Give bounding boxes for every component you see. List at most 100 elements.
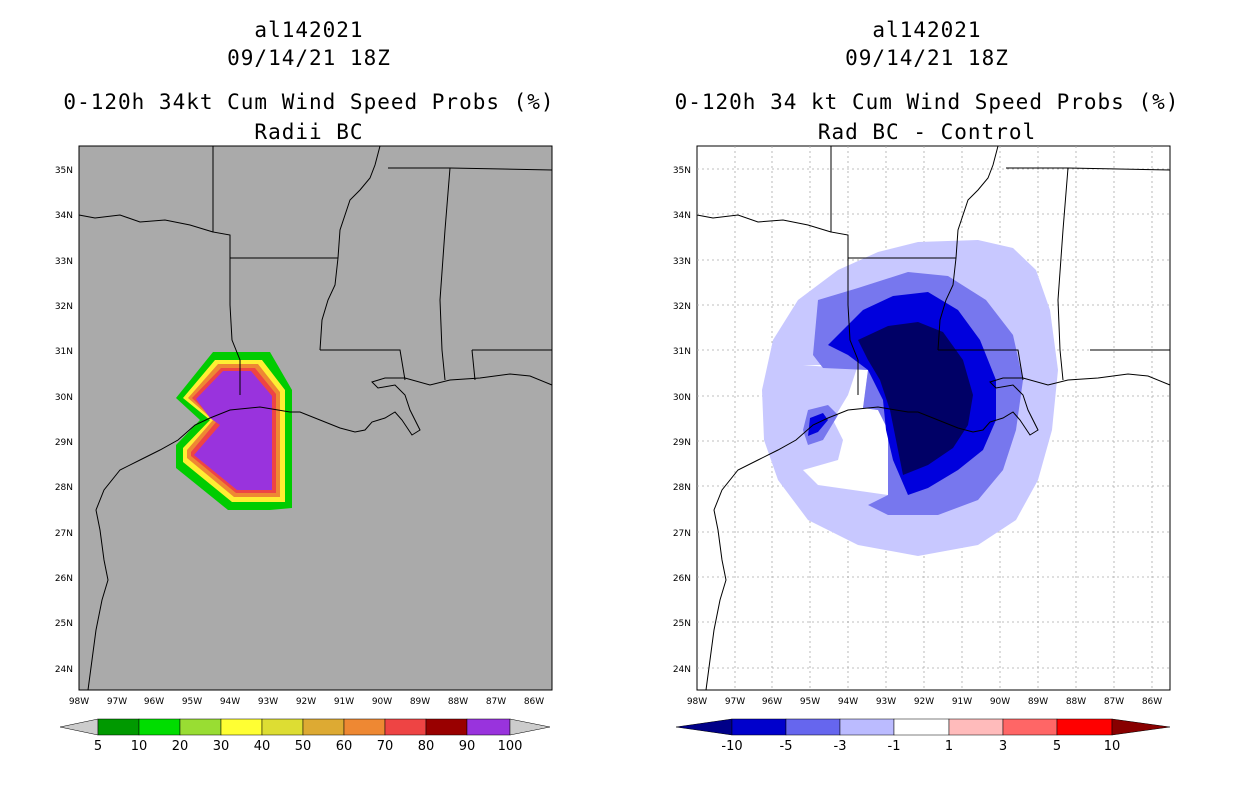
lat-label: 24N [55,665,73,675]
left-map: 35N 34N 33N 32N 31N 30N 29N 28N 27N 26N … [55,145,553,754]
colorbar [675,718,1171,736]
colorbar-end-right [1111,718,1171,736]
diff-minus10 [858,322,973,475]
lon-label: 96W [762,697,782,707]
lon-label: 97W [725,697,745,707]
lat-label: 34N [55,211,73,221]
colorbar-swatch [220,718,263,736]
colorbar-swatch [948,718,1004,736]
colorbar-swatch [785,718,841,736]
lat-label: 35N [55,166,73,176]
lon-label: 91W [334,697,354,707]
coastline [87,373,553,691]
colorbar [59,718,551,736]
map-subtitle: Rad BC - Control [817,120,1037,144]
colorbar-end-right [509,718,551,736]
colorbar-label: -5 [780,739,793,754]
colorbar-swatch [384,718,427,736]
lon-label: 98W [69,697,89,707]
mobile-bay [471,349,476,381]
state-border-tx-la [212,146,241,395]
colorbar-swatch [97,718,140,736]
lat-label: 30N [55,393,73,403]
lat-label: 30N [673,393,691,403]
lat-label: 31N [55,347,73,357]
lon-label: 87W [1104,697,1124,707]
state-border-tx-la [830,146,859,395]
colorbar-swatch [1002,718,1058,736]
lat-label: 29N [55,438,73,448]
colorbar-label: 40 [254,739,271,754]
lon-ticks: 98W 97W 96W 95W 94W 93W 92W 91W 90W 89W … [69,697,544,707]
lon-label: 93W [258,697,278,707]
lat-label: 26N [55,574,73,584]
lon-label: 93W [876,697,896,707]
lon-label: 95W [800,697,820,707]
storm-id: al142021 [872,18,982,42]
datetime: 09/14/21 18Z [227,46,391,70]
colorbar-label: 10 [1104,739,1121,754]
lon-label: 88W [448,697,468,707]
state-border-al-ga [1067,167,1171,171]
lat-label: 28N [55,483,73,493]
storm-id: al142021 [254,18,364,42]
colorbar-label: -1 [888,739,901,754]
map-outlines [78,145,553,691]
lat-label: 33N [673,257,691,267]
lat-label: 27N [673,529,691,539]
lat-label: 29N [673,438,691,448]
diff-minus5-island [808,413,828,436]
colorbar-swatch [179,718,222,736]
colorbar-swatch [731,718,787,736]
lon-label: 94W [838,697,858,707]
lon-label: 97W [107,697,127,707]
state-border-tx-ok [78,214,214,233]
colorbar-label: 70 [377,739,394,754]
lon-label: 95W [182,697,202,707]
colorbar-label: 5 [1053,739,1061,754]
lon-label: 98W [687,697,707,707]
colorbar-label: 1 [945,739,953,754]
lat-label: 34N [673,211,691,221]
lon-label: 94W [220,697,240,707]
colorbar-label: 3 [999,739,1007,754]
lon-label: 88W [1066,697,1086,707]
colorbar-label: 5 [94,739,102,754]
datetime: 09/14/21 18Z [845,46,1009,70]
colorbar-label: -10 [721,739,742,754]
lon-label: 92W [296,697,316,707]
right-map: 35N 34N 33N 32N 31N 30N 29N 28N 27N 26N … [673,145,1171,754]
colorbar-label: 90 [459,739,476,754]
state-border-ms-al [1006,167,1069,381]
lat-label: 32N [673,302,691,312]
left-panel: al142021 09/14/21 18Z 0-120h 34kt Cum Wi… [55,18,554,754]
colorbar-labels: 5 10 20 30 40 50 60 70 80 90 100 [94,739,523,754]
state-border-al-ga [449,167,553,171]
lat-label: 35N [673,166,691,176]
lon-label: 86W [524,697,544,707]
difference-field [762,240,1058,556]
lon-ticks: 98W 97W 96W 95W 94W 93W 92W 91W 90W 89W … [687,697,1162,707]
colorbar-label: 50 [295,739,312,754]
colorbar-end-left [675,718,733,736]
lon-label: 92W [914,697,934,707]
lat-label: 24N [673,665,691,675]
state-border-tx-ok [696,214,832,233]
coastline [705,373,1171,691]
mississippi-river [319,145,381,351]
lat-label: 26N [673,574,691,584]
lon-label: 86W [1142,697,1162,707]
lat-label: 25N [673,619,691,629]
state-border-la-ms [320,349,406,381]
lon-label: 89W [410,697,430,707]
colorbar-label: 100 [498,739,523,754]
colorbar-label: -3 [834,739,847,754]
mississippi-river [937,145,999,351]
colorbar-swatch [302,718,345,736]
colorbar-label: 20 [172,739,189,754]
map-subtitle: Radii BC [254,120,364,144]
lat-ticks: 35N 34N 33N 32N 31N 30N 29N 28N 27N 26N … [673,166,691,675]
state-border-ms-al [388,167,451,381]
colorbar-swatch [1056,718,1113,736]
colorbar-label: 30 [213,739,230,754]
